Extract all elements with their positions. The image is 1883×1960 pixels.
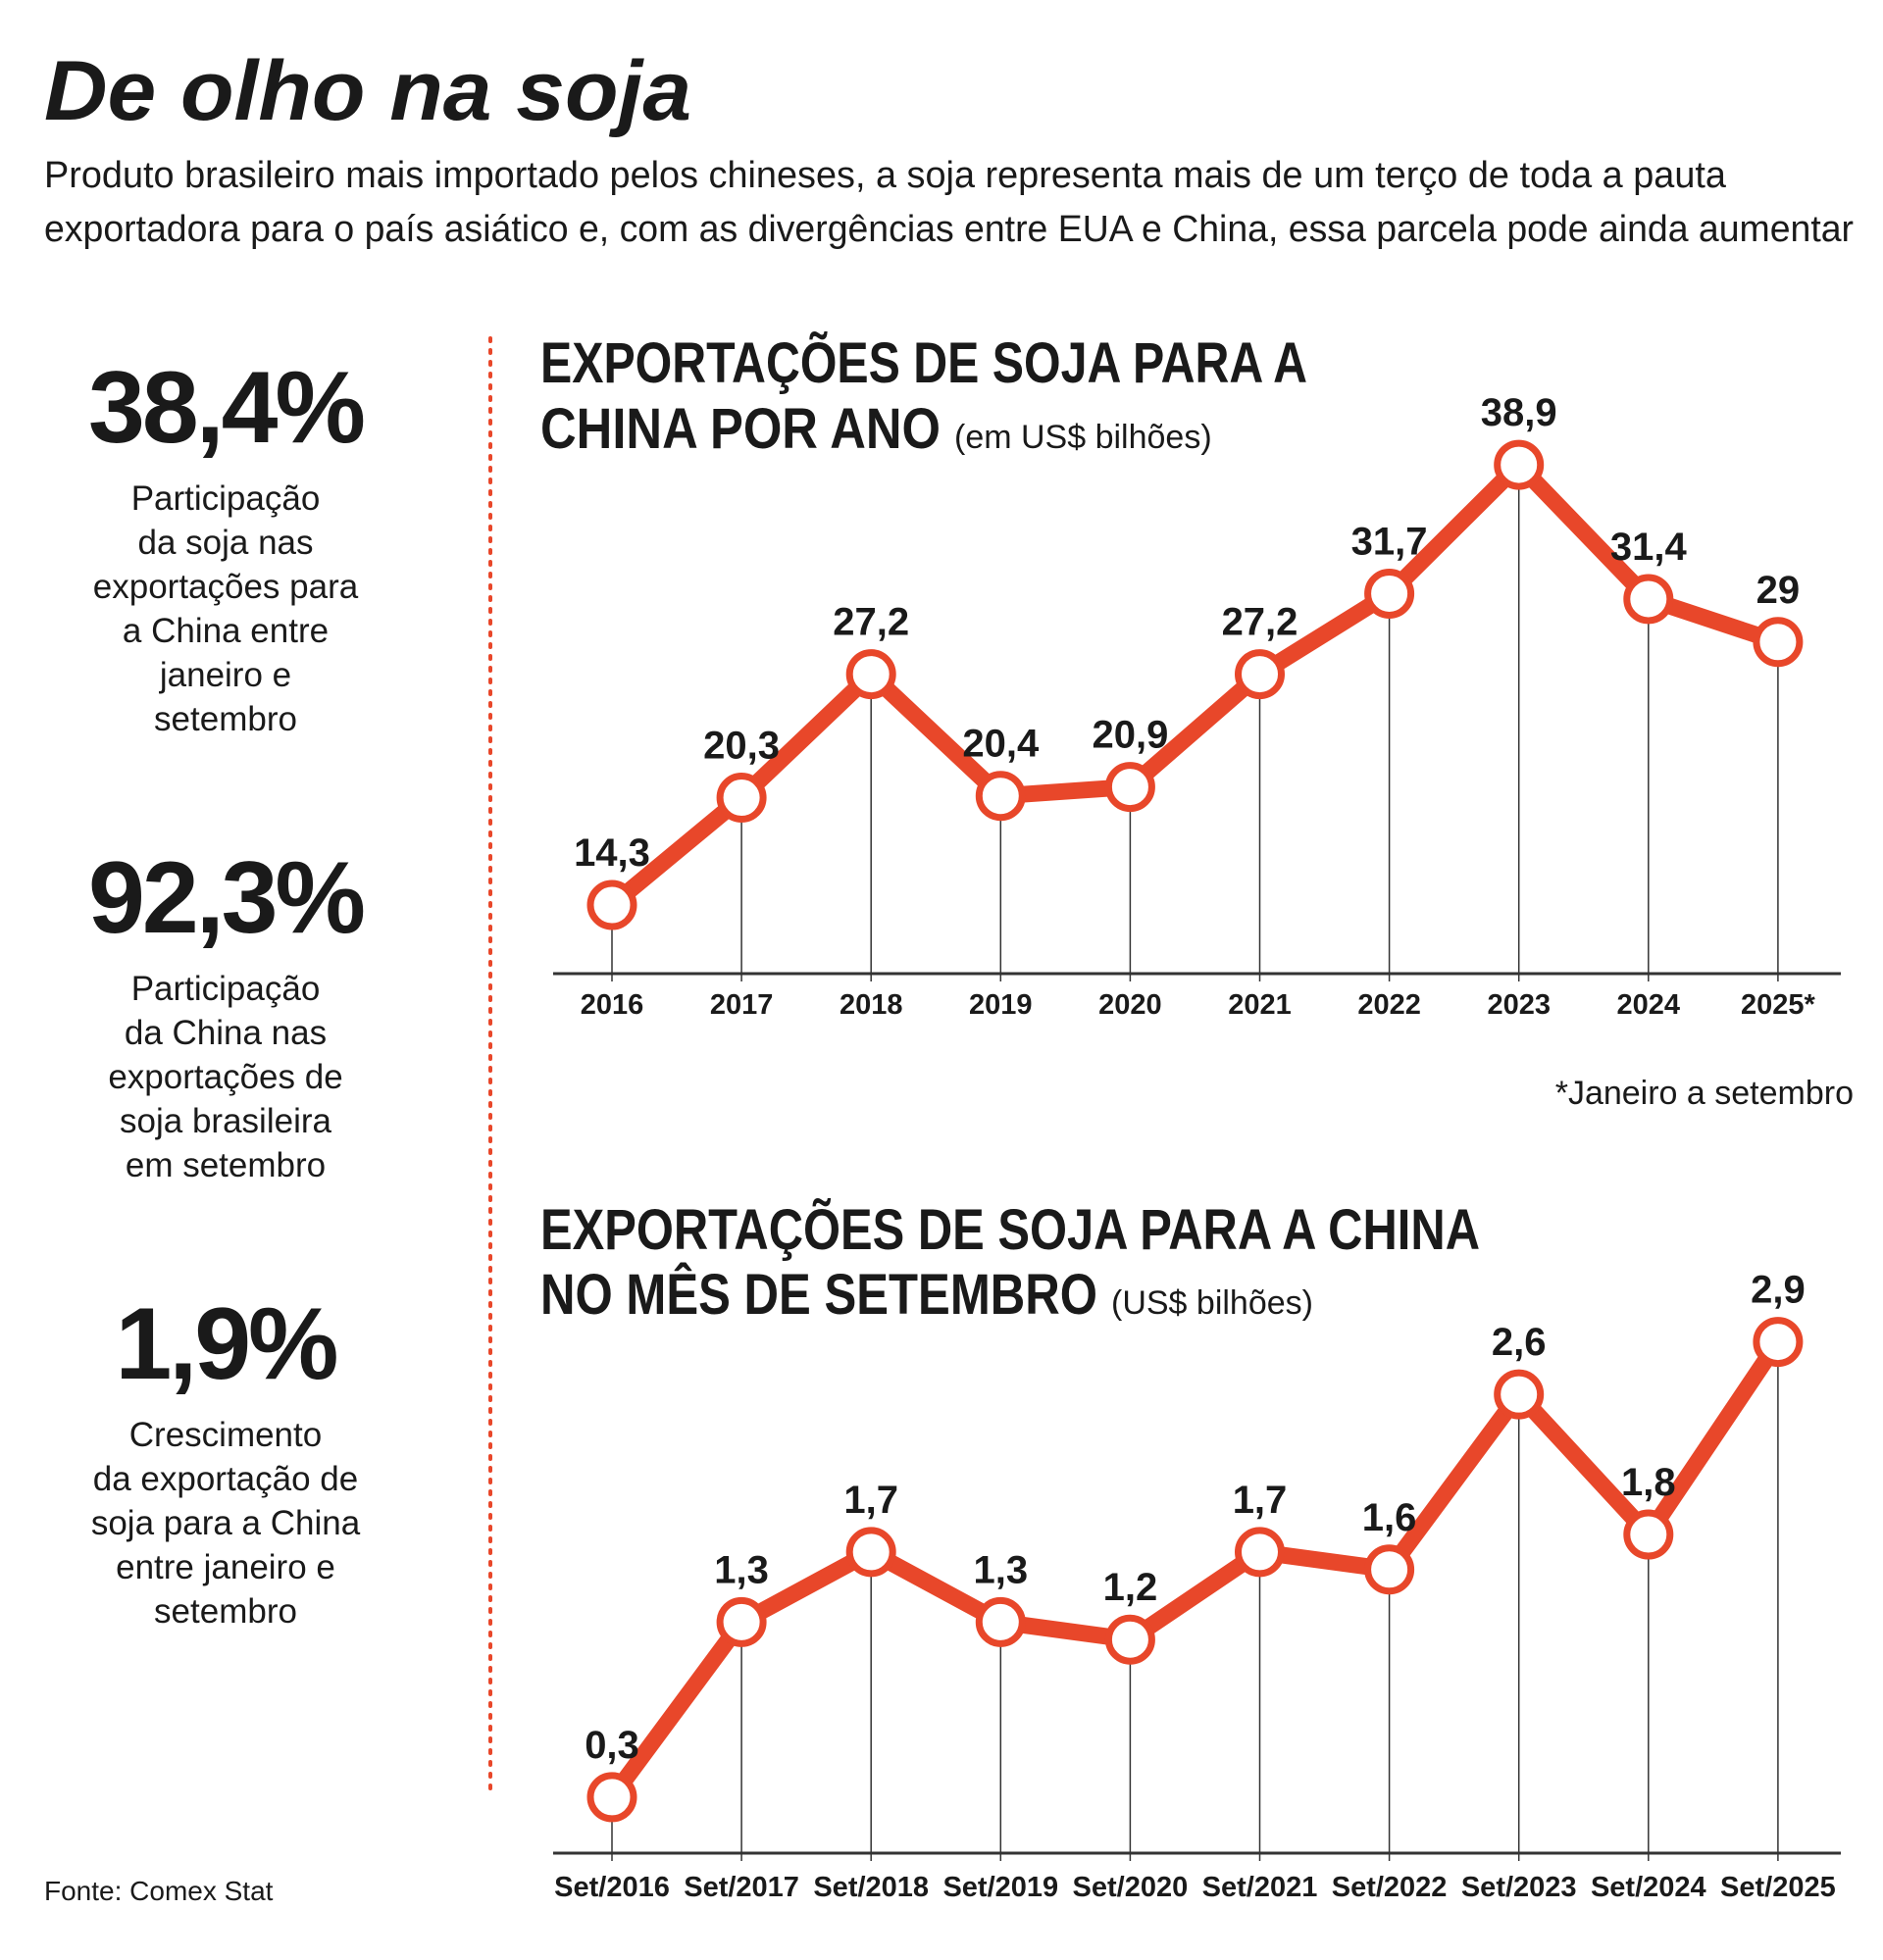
point <box>586 879 637 930</box>
stat-text: Participação <box>131 479 321 518</box>
x-tick-label: 2023 <box>1487 989 1551 1021</box>
x-tick-label: 2025* <box>1741 989 1816 1021</box>
stat-text: exportações para <box>93 568 359 606</box>
subtitle: Produto brasileiro mais importado pelos … <box>44 155 1727 196</box>
value-label: 31,4 <box>1610 526 1688 569</box>
value-label: 20,9 <box>1092 714 1168 757</box>
line <box>606 456 1781 912</box>
stat-text: soja brasileira <box>120 1102 331 1140</box>
value-label: 1,3 <box>973 1548 1028 1591</box>
point <box>1104 762 1155 813</box>
point <box>1364 568 1415 619</box>
x-tick-label: 2022 <box>1357 989 1421 1021</box>
chart-title: EXPORTAÇÕES DE SOJA PARA A CHINA <box>540 1198 1480 1262</box>
point <box>1623 1509 1674 1560</box>
value-label: 2,6 <box>1492 1321 1547 1364</box>
chart-unit: (US$ bilhões) <box>1111 1284 1313 1322</box>
value-label: 20,4 <box>962 723 1040 766</box>
stat-value: 92,3% <box>88 841 363 955</box>
stat-text: soja para a China <box>91 1504 361 1542</box>
chart-title: CHINA POR ANO <box>540 397 941 461</box>
stat-text: setembro <box>154 1592 297 1631</box>
point <box>586 1772 637 1823</box>
x-tick-label: Set/2019 <box>942 1872 1058 1903</box>
value-label: 1,6 <box>1362 1496 1417 1539</box>
stat-text: exportações de <box>108 1058 342 1096</box>
x-tick-label: Set/2022 <box>1332 1872 1448 1903</box>
x-tick-label: Set/2020 <box>1073 1872 1189 1903</box>
stat-text: da China nas <box>125 1014 327 1052</box>
point <box>975 771 1026 822</box>
stat-value: 1,9% <box>115 1287 336 1401</box>
stat-value: 38,4% <box>88 351 363 465</box>
stat-text: da soja nas <box>137 524 313 562</box>
point <box>1235 1527 1285 1578</box>
stat-text: entre janeiro e <box>116 1548 335 1586</box>
stat-text: janeiro e <box>159 656 291 694</box>
value-label: 14,3 <box>574 831 650 875</box>
chart-title: EXPORTAÇÕES DE SOJA PARA A <box>540 331 1307 395</box>
value-label: 1,3 <box>714 1548 769 1591</box>
x-tick-label: Set/2017 <box>684 1872 799 1903</box>
value-label: 0,3 <box>585 1724 639 1767</box>
stat-text: a China entre <box>123 612 329 650</box>
stat-text: Participação <box>131 970 321 1008</box>
value-label: 2,9 <box>1751 1269 1806 1312</box>
point <box>975 1596 1026 1647</box>
point <box>1494 439 1545 490</box>
subtitle: exportadora para o país asiático e, com … <box>44 209 1854 250</box>
stat-text: da exportação de <box>93 1460 358 1498</box>
value-label: 31,7 <box>1351 520 1428 563</box>
footnote: *Janeiro a setembro <box>1555 1075 1854 1112</box>
stat-text: setembro <box>154 700 297 738</box>
x-tick-label: 2024 <box>1617 989 1681 1021</box>
point <box>1753 1317 1804 1368</box>
value-label: 27,2 <box>833 601 909 644</box>
point <box>1494 1369 1545 1420</box>
value-label: 1,7 <box>843 1479 898 1522</box>
x-tick-label: Set/2023 <box>1461 1872 1577 1903</box>
title: De olho na soja <box>44 44 691 138</box>
x-tick-label: Set/2021 <box>1202 1872 1318 1903</box>
point <box>1623 574 1674 625</box>
x-tick-label: 2020 <box>1098 989 1162 1021</box>
value-label: 20,3 <box>703 725 780 768</box>
value-label: 38,9 <box>1481 391 1557 434</box>
x-tick-label: 2016 <box>581 989 644 1021</box>
point <box>845 1527 896 1578</box>
source: Fonte: Comex Stat <box>44 1876 274 1906</box>
x-tick-label: 2017 <box>710 989 774 1021</box>
point <box>1235 649 1285 700</box>
stat-text: em setembro <box>126 1146 326 1184</box>
point <box>716 1596 767 1647</box>
chart-title: NO MÊS DE SETEMBRO <box>540 1263 1097 1327</box>
point <box>1364 1544 1415 1595</box>
value-label: 29 <box>1756 569 1801 612</box>
stat-text: Crescimento <box>129 1416 322 1454</box>
value-label: 1,8 <box>1621 1461 1676 1504</box>
point <box>1104 1614 1155 1665</box>
value-label: 27,2 <box>1222 601 1298 644</box>
x-tick-label: 2019 <box>969 989 1033 1021</box>
value-label: 1,2 <box>1103 1566 1158 1609</box>
x-tick-label: Set/2024 <box>1591 1872 1706 1903</box>
line <box>605 1336 1785 1802</box>
x-tick-label: Set/2018 <box>813 1872 929 1903</box>
point <box>1753 617 1804 668</box>
chart-unit: (em US$ bilhões) <box>954 419 1212 456</box>
point <box>845 649 896 700</box>
value-label: 1,7 <box>1233 1479 1288 1522</box>
x-tick-label: 2021 <box>1228 989 1292 1021</box>
x-tick-label: Set/2016 <box>554 1872 670 1903</box>
x-tick-label: 2018 <box>840 989 903 1021</box>
x-tick-label: Set/2025 <box>1720 1872 1836 1903</box>
point <box>716 773 767 824</box>
